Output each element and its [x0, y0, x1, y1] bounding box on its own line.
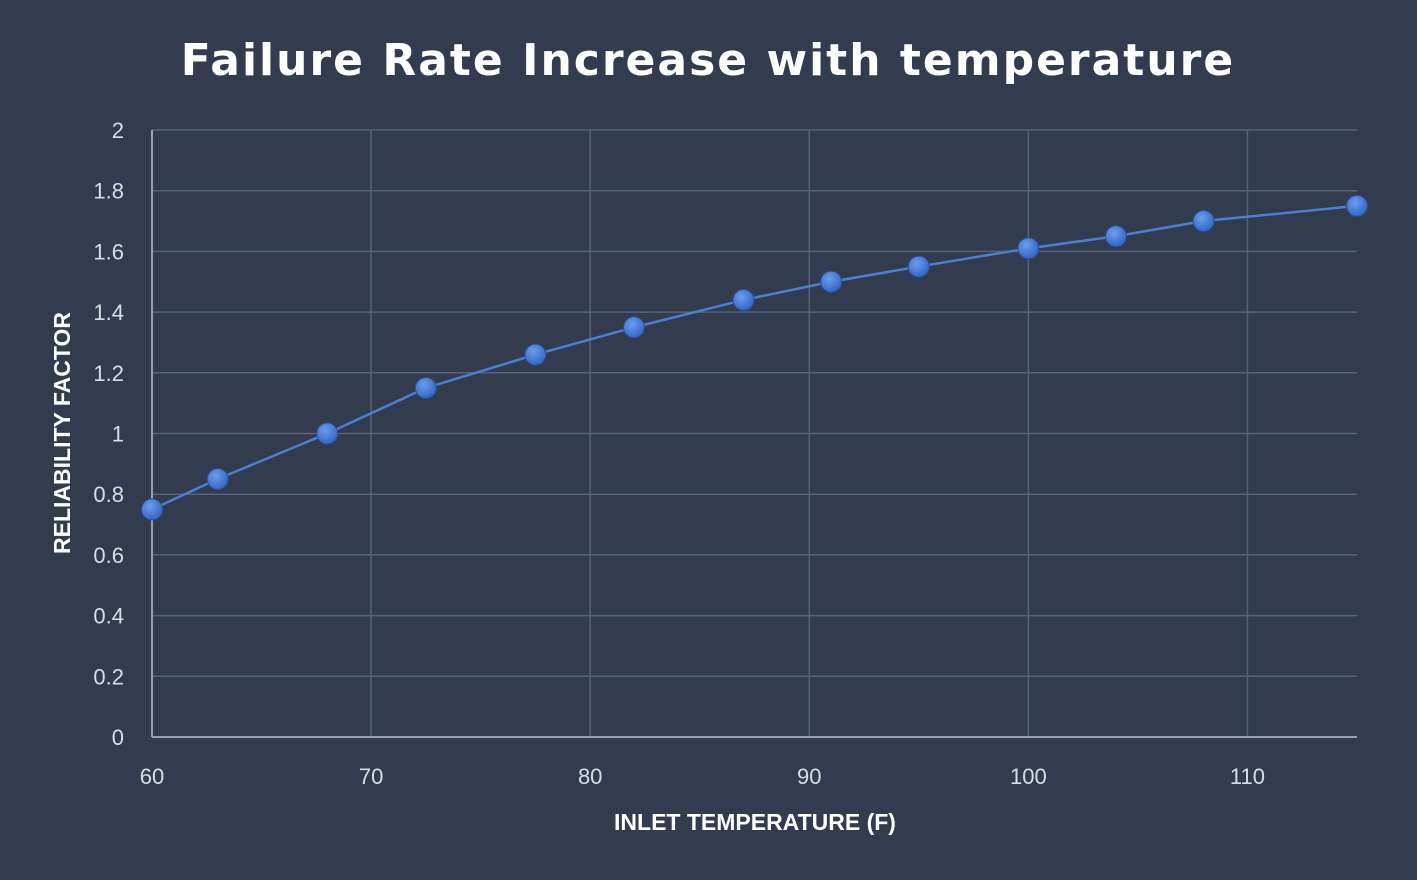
y-axis-label: RELIABILITY FACTOR — [49, 312, 75, 554]
data-point — [316, 422, 339, 445]
x-tick-label: 110 — [1230, 764, 1265, 789]
y-tick-label: 0.8 — [93, 482, 124, 507]
data-point — [820, 270, 843, 293]
y-tick-label: 2 — [112, 118, 124, 143]
data-point — [414, 376, 437, 399]
data-point — [623, 316, 645, 339]
y-tick-label: 1.6 — [93, 239, 124, 264]
x-tick-label: 60 — [140, 764, 164, 789]
data-point — [206, 468, 229, 491]
data-point — [907, 255, 930, 278]
data-point — [1017, 237, 1040, 260]
series — [141, 194, 1368, 521]
y-tick-label: 0.6 — [93, 543, 124, 568]
data-point — [732, 288, 755, 311]
x-tick-label: 100 — [1010, 764, 1047, 789]
y-tick-label: 1 — [112, 422, 124, 447]
y-tick-label: 1.4 — [93, 300, 124, 325]
data-point — [524, 343, 547, 366]
y-tick-label: 0 — [112, 725, 124, 750]
data-point — [1346, 194, 1368, 217]
tick-labels: 0 0.2 0.4 0.6 0.8 1 1.2 1.4 1.6 1.8 2 60 70 80 90 100 11… — [93, 118, 1265, 789]
x-tick-label: 80 — [578, 764, 602, 789]
y-tick-label: 1.2 — [93, 361, 124, 386]
chart-title: Failure Rate Increase with temperature — [181, 35, 1235, 86]
data-point — [1105, 225, 1127, 248]
data-point — [141, 498, 163, 521]
y-tick-label: 0.2 — [93, 664, 124, 689]
x-tick-label: 70 — [359, 764, 383, 789]
x-tick-label: 90 — [797, 764, 821, 789]
y-tick-label: 0.4 — [93, 604, 124, 629]
grid — [151, 129, 1357, 738]
y-tick-label: 1.8 — [93, 179, 124, 204]
x-axis-label: INLET TEMPERATURE (F) — [614, 809, 896, 835]
data-point — [1192, 210, 1215, 233]
